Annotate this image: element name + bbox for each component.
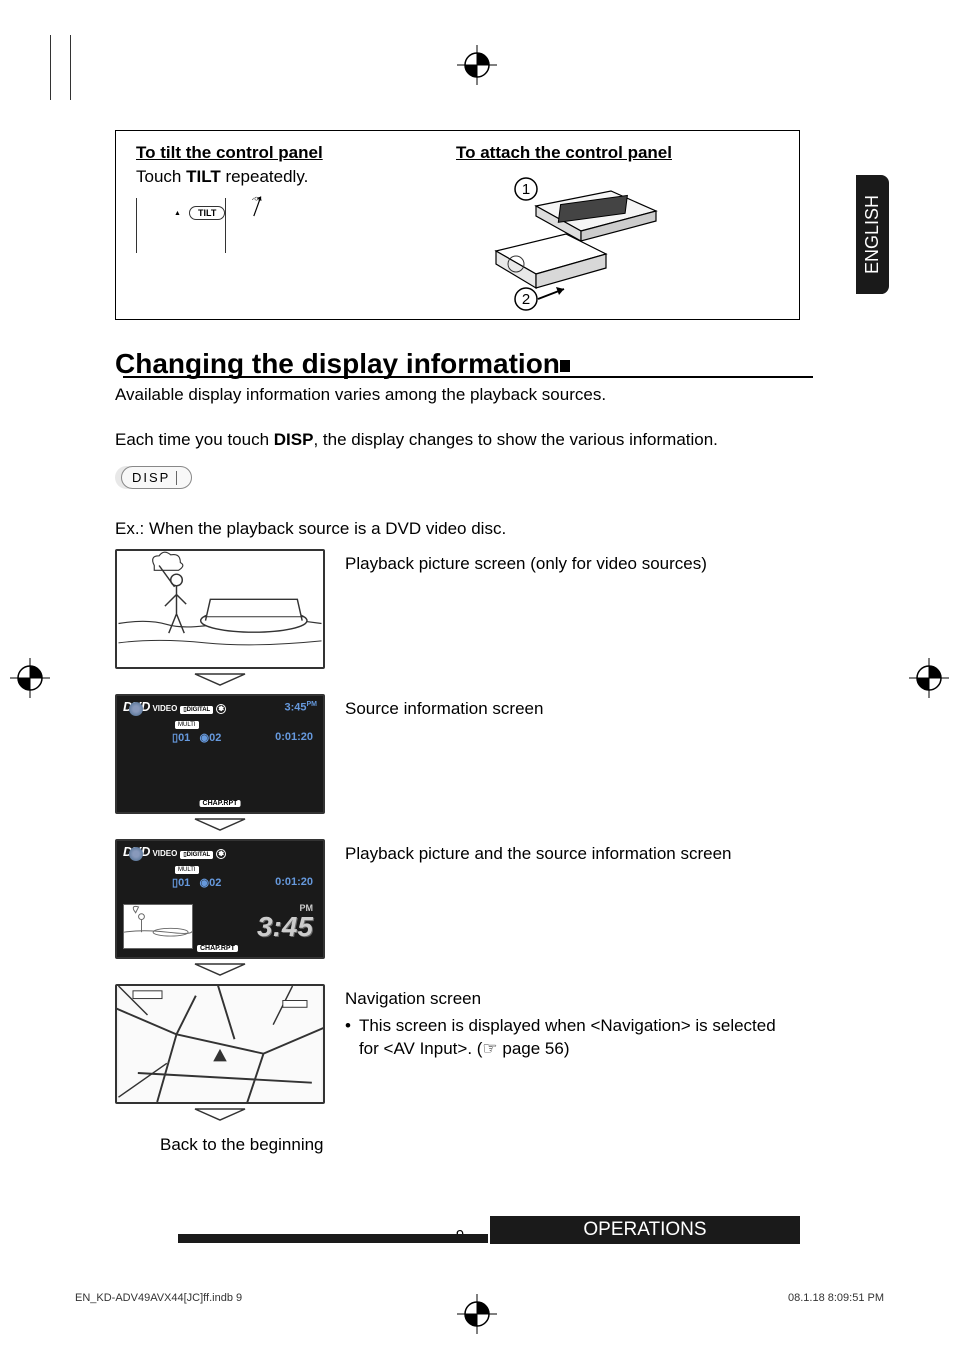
paragraph: Each time you touch DISP, the display ch… (115, 429, 805, 452)
bullet-icon: • (345, 1015, 351, 1061)
screens-sequence: Playback picture screen (only for video … (115, 549, 885, 1155)
screen-label: Source information screen (345, 694, 795, 721)
clock-time: 3:45PM (284, 701, 317, 714)
playback-picture-screen (115, 549, 325, 669)
down-arrow-icon (115, 1106, 325, 1127)
track-num: ▯01 ◉02 (172, 731, 221, 744)
chap-rpt-badge: CHAP.RPT (197, 945, 238, 952)
heading-text: Changing the display information (115, 348, 560, 380)
elapsed-time: 0:01:20 (275, 876, 313, 889)
svg-text:2: 2 (522, 291, 530, 308)
track-num: ▯01 ◉02 (172, 876, 221, 889)
elapsed-time: 0:01:20 (275, 731, 313, 744)
screen-label: Playback picture screen (only for video … (345, 549, 795, 576)
timestamp: 08.1.18 8:09:51 PM (788, 1292, 884, 1304)
chap-rpt-badge: CHAP.RPT (200, 800, 241, 807)
source-info-screen: DVDVIDEO▯DIGITAL✽ 3:45PM MULTI ▯01 ◉02 0… (115, 694, 325, 814)
registration-mark-icon (457, 45, 497, 85)
file-name: EN_KD-ADV49AVX44[JC]ff.indb 9 (75, 1292, 242, 1304)
svg-text:1: 1 (522, 181, 530, 198)
bluetooth-icon: ✽ (216, 849, 226, 859)
multi-badge: MULTI (175, 721, 199, 729)
heading-tick (560, 360, 570, 372)
down-arrow-icon (115, 961, 325, 982)
multi-badge: MULTI (175, 866, 199, 874)
paragraph: Available display information varies amo… (115, 384, 805, 407)
tilt-section: To tilt the control panel Touch TILT rep… (136, 143, 336, 311)
arrow-icon: VOL (241, 190, 279, 226)
footer-metadata: EN_KD-ADV49AVX44[JC]ff.indb 9 08.1.18 8:… (75, 1292, 884, 1304)
text-bold: TILT (186, 167, 221, 186)
tilt-text: Touch TILT repeatedly. (136, 166, 336, 188)
big-clock-time: 3:45 (257, 911, 313, 943)
nav-title: Navigation screen (345, 988, 795, 1011)
bluetooth-icon: ✽ (216, 704, 226, 714)
example-text: Ex.: When the playback source is a DVD v… (115, 519, 885, 539)
page-content: To tilt the control panel Touch TILT rep… (115, 130, 885, 1155)
text: repeatedly. (221, 167, 309, 186)
navigation-screen (115, 984, 325, 1104)
combined-screen: DVDVIDEO▯DIGITAL✽ MULTI ▯01 ◉02 0:01:20 … (115, 839, 325, 959)
registration-mark-icon (909, 658, 949, 698)
attach-illustration: 1 2 (456, 171, 666, 311)
text: , the display changes to show the variou… (313, 430, 717, 449)
tilt-illustration: TILT VOL (136, 198, 276, 278)
tilt-button-icon: TILT (189, 206, 225, 220)
back-to-beginning: Back to the beginning (160, 1135, 885, 1155)
video-label: VIDEO (152, 704, 177, 713)
registration-mark-icon (10, 658, 50, 698)
svg-text:VOL: VOL (251, 196, 262, 203)
attach-title: To attach the control panel (456, 143, 756, 163)
text: Each time you touch (115, 430, 274, 449)
text-bold: DISP (274, 430, 314, 449)
down-arrow-icon (115, 816, 325, 837)
thumbnail-picture (123, 904, 193, 949)
operations-bar: OPERATIONS (490, 1216, 800, 1244)
video-label: VIDEO (152, 849, 177, 858)
nav-bullet-text: This screen is displayed when <Navigatio… (359, 1015, 795, 1061)
crop-mark (70, 35, 71, 100)
control-panel-box: To tilt the control panel Touch TILT rep… (115, 130, 800, 320)
disp-button-icon: DISP (121, 466, 192, 490)
text: Touch (136, 167, 186, 186)
attach-section: To attach the control panel 1 (456, 143, 756, 311)
screen-label: Playback picture and the source informat… (345, 839, 795, 866)
screen-label-nav: Navigation screen • This screen is displ… (345, 984, 795, 1061)
down-arrow-icon (115, 671, 325, 692)
page-footer: 9 OPERATIONS (115, 1227, 885, 1244)
crop-mark (50, 35, 51, 100)
tilt-title: To tilt the control panel (136, 143, 336, 163)
